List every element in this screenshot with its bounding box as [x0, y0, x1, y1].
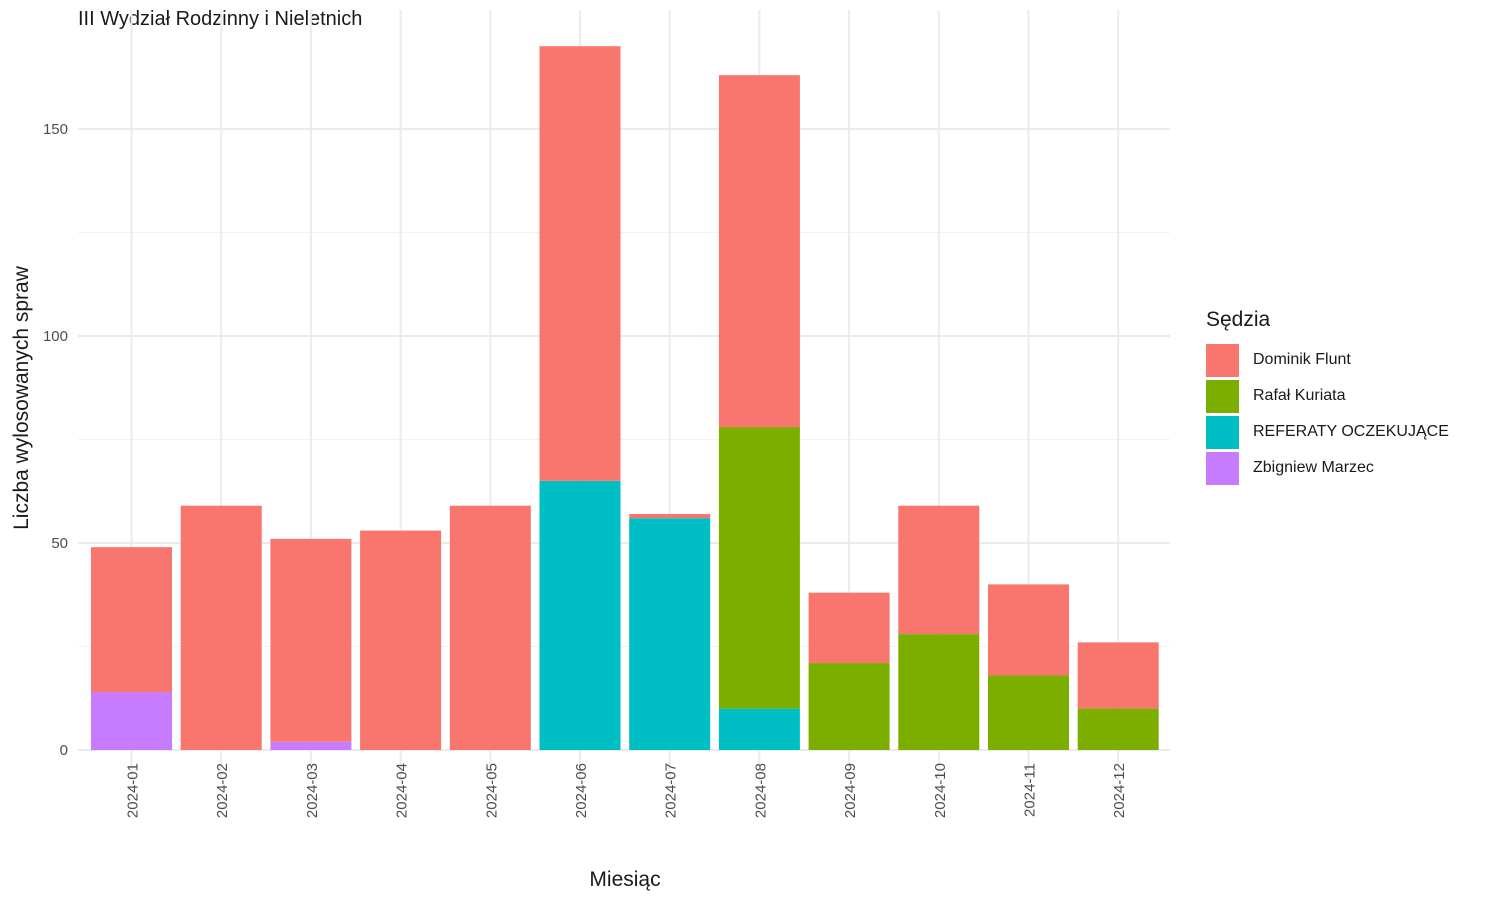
bar-segment: [808, 663, 890, 750]
bar-segment: [808, 592, 890, 664]
bar-segment: [1077, 642, 1159, 709]
bar-segment: [718, 708, 800, 750]
legend-key: [1206, 379, 1239, 413]
y-axis-label: Liczba wylosowanych spraw: [10, 265, 33, 530]
x-tick-label: 2024-11: [1022, 763, 1039, 817]
bar-segment: [539, 480, 621, 750]
x-tick-label: 2024-12: [1111, 763, 1128, 818]
bars: [91, 46, 1159, 750]
bar-segment: [988, 675, 1069, 750]
legend-label: Rafał Kuriata: [1253, 387, 1346, 404]
y-tick-label: 50: [51, 535, 68, 552]
bar-segment: [360, 530, 442, 750]
bar-segment: [180, 505, 262, 750]
bar-segment: [270, 538, 352, 742]
bar-segment: [539, 46, 621, 481]
x-tick-label: 2024-03: [304, 763, 321, 818]
y-tick-label: 150: [43, 121, 68, 138]
x-axis-ticks: 2024-01 2024-02 2024-03 2024-04 2024-05 2024-…: [125, 763, 1129, 818]
y-tick-label: 0: [60, 742, 68, 759]
y-tick-label: 100: [43, 328, 68, 345]
x-axis-label: Miesiąc: [589, 868, 660, 891]
legend: Sędzia Dominik Flunt Rafał Kuriata REFERAT…: [1206, 308, 1449, 486]
bar-segment: [898, 505, 980, 635]
legend-title: Sędzia: [1206, 308, 1271, 331]
bar-segment: [629, 518, 711, 750]
bar-segment: [898, 634, 980, 750]
bar-segment: [988, 584, 1069, 676]
x-tick-label: 2024-02: [214, 763, 231, 818]
legend-key: [1206, 343, 1239, 377]
bar-segment: [270, 741, 352, 750]
legend-key: [1206, 415, 1239, 449]
bar-segment: [718, 75, 800, 428]
bar-segment: [91, 547, 172, 693]
legend-item: Rafał Kuriata: [1206, 378, 1449, 414]
legend-item: REFERATY OCZEKUJĄCE: [1206, 414, 1449, 450]
legend-label: REFERATY OCZEKUJĄCE: [1253, 423, 1449, 440]
legend-label: Zbigniew Marzec: [1253, 459, 1374, 476]
x-tick-label: 2024-04: [394, 763, 411, 818]
x-tick-label: 2024-10: [932, 763, 949, 818]
y-axis-ticks: 0 50 100 150: [43, 121, 68, 759]
legend-label: Dominik Flunt: [1253, 351, 1351, 368]
legend-item: Zbigniew Marzec: [1206, 450, 1449, 486]
bar-segment: [91, 692, 172, 750]
x-tick-label: 2024-06: [573, 763, 590, 818]
x-tick-label: 2024-01: [125, 763, 142, 818]
legend-key: [1206, 451, 1239, 485]
chart-title: III Wydział Rodzinny i Nieletnich: [78, 8, 363, 30]
x-tick-label: 2024-08: [752, 763, 769, 818]
bar-segment: [718, 427, 800, 709]
legend-item: Dominik Flunt: [1206, 342, 1449, 378]
bar-segment: [629, 514, 711, 519]
bar-segment: [449, 505, 531, 750]
x-tick-label: 2024-07: [663, 763, 680, 818]
x-tick-label: 2024-09: [842, 763, 859, 818]
bar-segment: [1077, 708, 1159, 750]
x-tick-label: 2024-05: [483, 763, 500, 818]
